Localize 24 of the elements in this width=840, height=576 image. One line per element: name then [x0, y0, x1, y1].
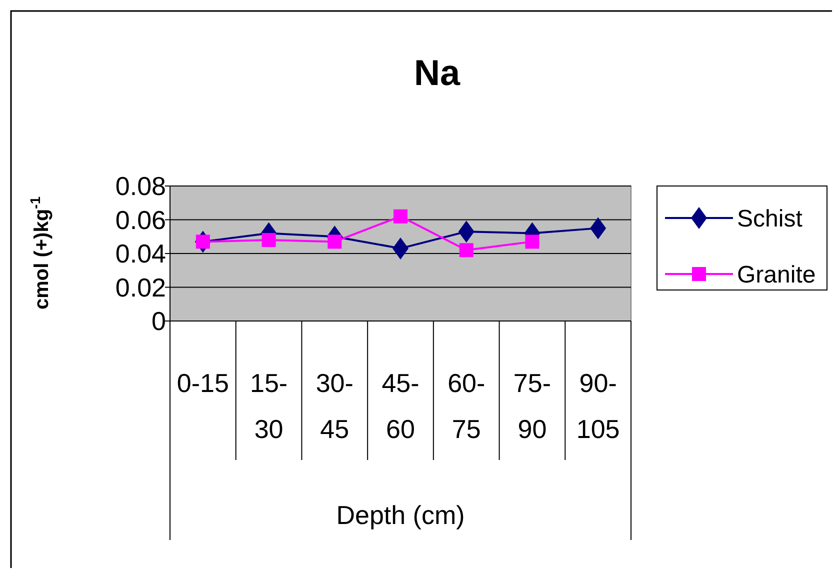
x-axis-title: Depth (cm) — [336, 500, 465, 530]
y-tick-label: 0.06 — [115, 204, 166, 235]
point — [328, 234, 342, 249]
x-tick-label: 45-60 — [382, 368, 420, 444]
point — [459, 243, 474, 258]
point — [262, 233, 276, 247]
legend-label: Schist — [737, 205, 803, 232]
y-tick-label: 0.02 — [115, 272, 166, 302]
point — [590, 217, 606, 240]
x-tick-label: 30-45 — [316, 368, 354, 444]
x-tick-label: 60-75 — [448, 368, 486, 444]
y-tick-label: 0.04 — [115, 238, 166, 269]
y-tick-label: 0.08 — [115, 171, 166, 202]
point — [392, 237, 408, 260]
y-tick-label: 0 — [152, 306, 166, 336]
point — [394, 209, 408, 224]
point — [525, 234, 540, 249]
x-tick-label: 90-105 — [576, 368, 620, 444]
point — [458, 220, 474, 243]
legend-label: Granite — [737, 261, 816, 288]
x-tick-label: 15-30 — [250, 368, 288, 444]
x-tick-label: 0-15 — [176, 368, 229, 398]
x-tick-label: 75-90 — [513, 368, 552, 444]
chart-title: Na — [414, 52, 461, 93]
